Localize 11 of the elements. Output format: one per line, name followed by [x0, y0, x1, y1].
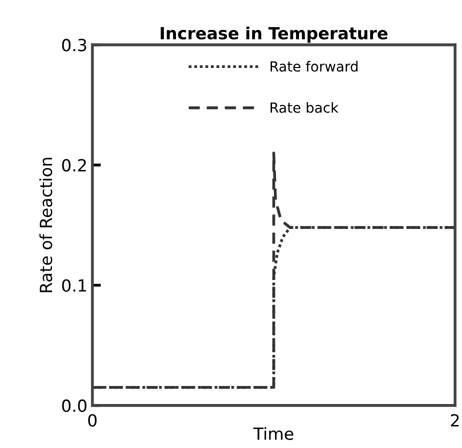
y-axis-title: Rate of Reaction — [39, 158, 52, 292]
y-tick-label: 0.3 — [62, 38, 86, 52]
y-tick-label: 0.0 — [62, 399, 86, 412]
y-tick-label: 0.1 — [62, 279, 86, 292]
legend-label: Rate back — [270, 102, 338, 113]
y-tick-label: 0.2 — [62, 158, 86, 172]
x-axis-title: Time — [253, 427, 294, 440]
x-tick-label: 0 — [88, 414, 97, 427]
legend-label: Rate forward — [270, 60, 358, 72]
x-tick-label: 2 — [450, 414, 459, 426]
chart-title: Increase in Temperature — [160, 26, 388, 43]
